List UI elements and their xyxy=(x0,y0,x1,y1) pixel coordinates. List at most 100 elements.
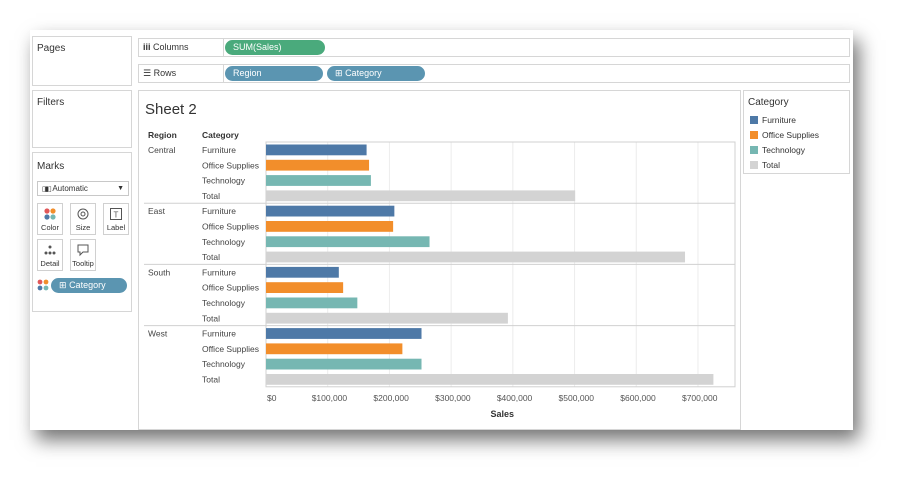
marks-card: Marks ▯▮▯ Automatic ▼ Color Size xyxy=(32,152,132,312)
columns-shelf[interactable]: iii Columns SUM(Sales) xyxy=(138,38,850,57)
category-label: Office Supplies xyxy=(202,344,259,354)
legend-item-technology[interactable]: Technology xyxy=(750,145,805,155)
detail-label: Detail xyxy=(40,259,60,268)
size-label: Size xyxy=(75,223,91,232)
x-tick-label: $0 xyxy=(267,393,277,403)
bar-south-office-supplies xyxy=(266,282,344,293)
sum-sales-pill[interactable]: SUM(Sales) xyxy=(225,40,325,55)
mark-type-dropdown[interactable]: ▯▮▯ Automatic ▼ xyxy=(37,181,129,196)
category-label: Technology xyxy=(202,237,246,247)
shelf-divider xyxy=(223,65,224,82)
color-button[interactable]: Color xyxy=(37,203,63,235)
bar-central-office-supplies xyxy=(266,159,370,171)
x-tick-label: $400,000 xyxy=(497,393,533,403)
sheet-view: Sheet 2 Region Category Central Furniture Off… xyxy=(138,90,741,430)
rows-label-text: Rows xyxy=(153,68,177,78)
category-label: Furniture xyxy=(202,206,236,216)
legend-item-label: Office Supplies xyxy=(762,130,820,140)
bar-chart: Sheet 2 Region Category Central Furniture Off… xyxy=(144,101,736,419)
bar-central-technology xyxy=(266,175,371,186)
category-label: Total xyxy=(202,191,220,201)
category-label: Furniture xyxy=(202,267,236,277)
category-column-header: Category xyxy=(202,130,239,140)
mark-type-value: Automatic xyxy=(52,184,88,193)
region-label: East xyxy=(148,206,166,216)
x-tick-label: $300,000 xyxy=(435,393,471,403)
detail-dots-icon xyxy=(44,245,56,255)
category-label: Technology xyxy=(202,176,246,186)
total-swatch xyxy=(750,161,758,169)
bar-west-furniture xyxy=(266,328,422,339)
bar-east-total xyxy=(266,251,686,263)
office-supplies-swatch xyxy=(750,131,758,139)
category-label: Office Supplies xyxy=(202,283,259,293)
filters-card[interactable]: Filters xyxy=(32,90,132,148)
columns-label-text: Columns xyxy=(153,42,189,52)
marks-label: Marks xyxy=(37,161,65,172)
category-label: Furniture xyxy=(202,329,236,339)
category-label: Office Supplies xyxy=(202,222,259,232)
rows-shelf-label: ☰ Rows xyxy=(143,68,176,79)
size-icon xyxy=(77,208,89,220)
legend-item-label: Furniture xyxy=(762,115,797,125)
bar-south-technology xyxy=(266,297,358,309)
category-label: Total xyxy=(202,375,220,385)
tableau-window: Pages Filters Marks ▯▮▯ Automatic ▼ Colo… xyxy=(30,30,853,430)
legend-title: Category xyxy=(748,97,789,108)
plus-box-icon: ⊞ xyxy=(59,280,67,290)
category-label: Office Supplies xyxy=(202,160,259,170)
bar-west-technology xyxy=(266,358,422,370)
label-button[interactable]: T Label xyxy=(103,203,129,235)
detail-button[interactable]: Detail xyxy=(37,239,63,271)
rows-icon: ☰ xyxy=(143,68,152,78)
region-label: South xyxy=(148,267,170,277)
rows-shelf[interactable]: ☰ Rows Region ⊞ Category xyxy=(138,64,850,83)
category-label: Technology xyxy=(202,298,246,308)
legend-item-label: Technology xyxy=(762,145,806,155)
label-label: Label xyxy=(106,223,126,232)
legend-item-label: Total xyxy=(762,160,780,170)
category-marks-pill[interactable]: ⊞ Category xyxy=(51,278,127,293)
x-tick-label: $600,000 xyxy=(620,393,656,403)
category-pill-label: Category xyxy=(69,280,106,290)
legend-item-total[interactable]: Total xyxy=(750,160,780,170)
tooltip-button[interactable]: Tooltip xyxy=(70,239,96,271)
shelf-divider xyxy=(223,39,224,56)
legend-item-office-supplies[interactable]: Office Supplies xyxy=(750,130,819,140)
sum-sales-pill-label: SUM(Sales) xyxy=(233,42,282,52)
pages-card[interactable]: Pages xyxy=(32,36,132,86)
left-pane: Pages Filters Marks ▯▮▯ Automatic ▼ Colo… xyxy=(30,30,134,430)
region-label: Central xyxy=(148,145,176,155)
bar-central-total xyxy=(266,190,576,202)
x-tick-label: $500,000 xyxy=(559,393,595,403)
legend-item-furniture[interactable]: Furniture xyxy=(750,115,796,125)
filters-label: Filters xyxy=(37,97,65,108)
color-encoding-icon xyxy=(37,279,49,291)
category-legend: Category Furniture Office Supplies Techn… xyxy=(743,90,850,174)
x-tick-label: $100,000 xyxy=(312,393,348,403)
x-tick-label: $700,000 xyxy=(682,393,718,403)
bar-south-furniture xyxy=(266,266,339,278)
category-rows-pill[interactable]: ⊞ Category xyxy=(327,66,425,81)
plus-box-icon: ⊞ xyxy=(335,68,343,78)
x-tick-label: $200,000 xyxy=(373,393,409,403)
bar-west-total xyxy=(266,374,714,385)
bar-west-office-supplies xyxy=(266,343,403,355)
bar-east-technology xyxy=(266,236,430,248)
region-pill-label: Region xyxy=(233,68,262,78)
bar-south-total xyxy=(266,312,508,324)
pages-label: Pages xyxy=(37,43,66,54)
tooltip-bubble-icon xyxy=(77,244,89,257)
svg-text:T: T xyxy=(114,211,119,220)
x-axis-title: Sales xyxy=(491,409,515,419)
columns-icon: iii xyxy=(143,42,151,52)
size-button[interactable]: Size xyxy=(70,203,96,235)
columns-shelf-label: iii Columns xyxy=(143,42,189,52)
color-label: Color xyxy=(41,223,59,232)
category-label: Total xyxy=(202,313,220,323)
technology-swatch xyxy=(750,146,758,154)
region-pill[interactable]: Region xyxy=(225,66,323,81)
color-dots-icon xyxy=(44,208,56,220)
text-label-icon: T xyxy=(110,208,122,220)
category-label: Total xyxy=(202,252,220,262)
